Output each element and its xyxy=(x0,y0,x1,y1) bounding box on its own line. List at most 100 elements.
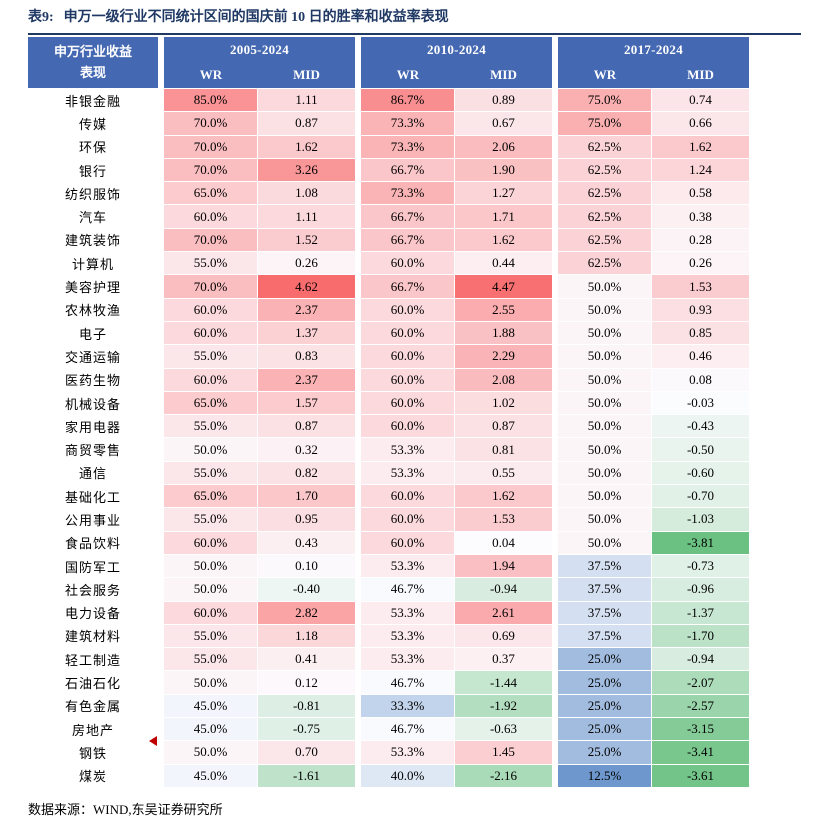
wr-cell: 60.0% xyxy=(361,508,454,531)
mid-cell: 2.82 xyxy=(258,601,355,624)
wr-cell: 60.0% xyxy=(164,321,257,345)
wr-cell: 25.0% xyxy=(558,671,651,694)
wr-cell: 66.7% xyxy=(361,275,454,298)
wr-cell: 50.0% xyxy=(558,508,651,531)
mid-cell: -2.16 xyxy=(455,764,552,787)
industry-cell: 有色金属 xyxy=(28,694,158,718)
mid-cell: 0.87 xyxy=(455,415,552,438)
mid-cell: -0.43 xyxy=(652,415,749,438)
mid-cell: 4.47 xyxy=(455,275,552,298)
wr-cell: 70.0% xyxy=(164,228,257,252)
mid-cell: -0.63 xyxy=(455,718,552,741)
mid-cell: 1.62 xyxy=(652,135,749,158)
wr-cell: 55.0% xyxy=(164,252,257,275)
mid-cell: 0.85 xyxy=(652,321,749,345)
wr-cell: 50.0% xyxy=(558,461,651,485)
wr-cell: 60.0% xyxy=(361,485,454,508)
mid-cell: 0.38 xyxy=(652,205,749,228)
subheader-wr: WR xyxy=(396,67,420,82)
table-title: 表9: 申万一级行业不同统计区间的国庆前 10 日的胜率和收益率表现 xyxy=(28,8,801,28)
period-group-header: 2010-2024 WR MID xyxy=(361,37,552,88)
mid-cell: -3.41 xyxy=(652,741,749,764)
mid-cell: 0.87 xyxy=(258,112,355,135)
industry-cell: 纺织服饰 xyxy=(28,182,158,205)
wr-cell: 86.7% xyxy=(361,89,454,112)
industry-cell: 轻工制造 xyxy=(28,648,158,671)
wr-cell: 50.0% xyxy=(558,438,651,461)
wr-cell: 50.0% xyxy=(164,578,257,601)
mid-cell: -0.81 xyxy=(258,694,355,718)
industry-cell: 农林牧渔 xyxy=(28,298,158,321)
wr-cell: 50.0% xyxy=(164,438,257,461)
period-group-header: 2005-2024 WR MID xyxy=(164,37,355,88)
wr-cell: 50.0% xyxy=(558,415,651,438)
wr-cell: 73.3% xyxy=(361,112,454,135)
mid-cell: -0.50 xyxy=(652,438,749,461)
industry-cell: 家用电器 xyxy=(28,415,158,438)
subheader-mid: MID xyxy=(490,67,517,82)
industry-cell: 食品饮料 xyxy=(28,531,158,554)
wr-cell: 70.0% xyxy=(164,275,257,298)
mid-cell: -0.75 xyxy=(258,718,355,741)
wr-cell: 46.7% xyxy=(361,718,454,741)
subheader-mid: MID xyxy=(293,67,320,82)
wr-cell: 25.0% xyxy=(558,718,651,741)
table-caption: 申万一级行业不同统计区间的国庆前 10 日的胜率和收益率表现 xyxy=(63,10,449,25)
industry-cell: 房地产 xyxy=(28,718,158,747)
period-label: 2010-2024 xyxy=(426,41,487,57)
wr-cell: 60.0% xyxy=(164,298,257,321)
mid-cell: 0.93 xyxy=(652,298,749,321)
wr-cell: 37.5% xyxy=(558,624,651,648)
mid-cell: 0.26 xyxy=(258,252,355,275)
wr-cell: 12.5% xyxy=(558,764,651,787)
mid-cell: 1.88 xyxy=(455,321,552,345)
industry-cell: 商贸零售 xyxy=(28,438,158,461)
industry-cell: 国防军工 xyxy=(28,554,158,578)
wr-cell: 53.3% xyxy=(361,601,454,624)
period-group-header: 2017-2024 WR MID xyxy=(558,37,749,88)
wr-cell: 37.5% xyxy=(558,601,651,624)
mid-cell: 0.26 xyxy=(652,252,749,275)
wr-cell: 66.7% xyxy=(361,228,454,252)
mid-cell: 1.52 xyxy=(258,228,355,252)
mid-cell: 1.37 xyxy=(258,321,355,345)
mid-cell: -0.70 xyxy=(652,485,749,508)
industry-cell: 美容护理 xyxy=(28,275,158,298)
mid-cell: -1.03 xyxy=(652,508,749,531)
subheader-row: WR MID xyxy=(361,62,552,88)
wr-cell: 50.0% xyxy=(558,485,651,508)
mid-cell: -1.92 xyxy=(455,694,552,718)
wr-cell: 60.0% xyxy=(164,601,257,624)
mid-cell: -0.03 xyxy=(652,391,749,415)
wr-cell: 75.0% xyxy=(558,89,651,112)
mid-cell: 0.08 xyxy=(652,368,749,391)
mid-cell: 0.87 xyxy=(258,415,355,438)
industry-cell: 传媒 xyxy=(28,112,158,135)
wr-cell: 62.5% xyxy=(558,252,651,275)
mid-cell: -0.96 xyxy=(652,578,749,601)
mid-cell: 2.37 xyxy=(258,368,355,391)
wr-cell: 65.0% xyxy=(164,391,257,415)
mid-cell: 1.02 xyxy=(455,391,552,415)
industry-cell: 基础化工 xyxy=(28,485,158,508)
mid-cell: -0.40 xyxy=(258,578,355,601)
mid-cell: 1.08 xyxy=(258,182,355,205)
wr-cell: 45.0% xyxy=(164,718,257,741)
wr-cell: 50.0% xyxy=(164,741,257,764)
mid-cell: 2.55 xyxy=(455,298,552,321)
mid-cell: 1.45 xyxy=(455,741,552,764)
mid-cell: 1.70 xyxy=(258,485,355,508)
mid-cell: 1.62 xyxy=(455,228,552,252)
wr-cell: 60.0% xyxy=(361,415,454,438)
mid-cell: 2.08 xyxy=(455,368,552,391)
corner-header-line: 表现 xyxy=(79,64,106,80)
mid-cell: -0.94 xyxy=(455,578,552,601)
industry-cell: 钢铁 xyxy=(28,741,158,764)
mid-cell: -0.73 xyxy=(652,554,749,578)
mid-cell: 2.37 xyxy=(258,298,355,321)
wr-cell: 40.0% xyxy=(361,764,454,787)
wr-cell: 55.0% xyxy=(164,624,257,648)
mid-cell: 0.83 xyxy=(258,345,355,368)
wr-cell: 53.3% xyxy=(361,648,454,671)
